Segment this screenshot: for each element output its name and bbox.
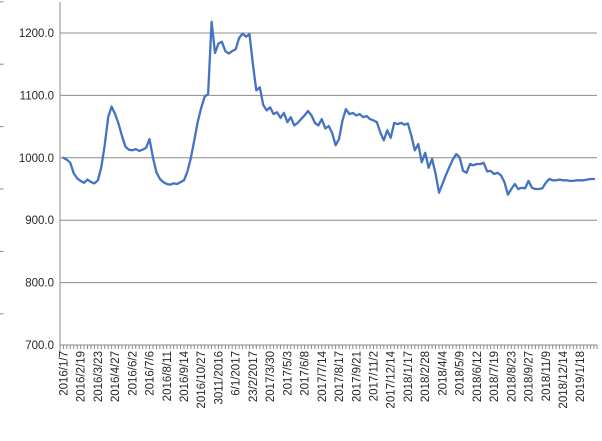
x-axis-label: 2017/3/30 bbox=[265, 351, 277, 402]
x-axis-label: 2018/11/9 bbox=[541, 351, 553, 401]
x-axis-label: 2019/1/18 bbox=[575, 351, 587, 402]
y-axis-label: 800.0 bbox=[25, 278, 54, 290]
x-axis-label: 2018/9/27 bbox=[524, 351, 536, 402]
x-axis-label: 3011/2016 bbox=[213, 351, 225, 405]
x-axis-label: 2016/8/11 bbox=[162, 351, 174, 401]
x-axis-label: 2018/7/19 bbox=[489, 351, 501, 402]
x-axis-label: 2016/7/6 bbox=[145, 351, 157, 396]
x-axis-label: 23/2/2017 bbox=[248, 351, 260, 402]
x-axis-label: 2018/5/9 bbox=[455, 351, 467, 396]
x-axis-label: 2018/2/28 bbox=[420, 351, 432, 402]
y-axis-label: 700.0 bbox=[25, 340, 54, 352]
x-axis-label: 2017/7/14 bbox=[317, 350, 329, 402]
x-axis-label: 2017/11/2 bbox=[368, 351, 380, 401]
x-axis-label: 2016/10/27 bbox=[196, 351, 208, 409]
x-axis-label: 2017/8/17 bbox=[334, 351, 346, 402]
x-axis-label: 2018/1/17 bbox=[403, 351, 415, 402]
x-axis-label: 2017/12/14 bbox=[386, 350, 398, 408]
x-axis-label: 2016/1/7 bbox=[58, 351, 70, 396]
x-axis-label: 2016/4/27 bbox=[110, 351, 122, 402]
x-axis-label: 2016/2/19 bbox=[76, 351, 88, 402]
x-axis-label: 2017/6/8 bbox=[300, 351, 312, 396]
x-axis-label: 2017/5/3 bbox=[282, 351, 294, 396]
y-axis-label: 1000.0 bbox=[19, 153, 54, 165]
y-axis-label: 900.0 bbox=[25, 215, 54, 227]
x-axis-label: 2016/3/23 bbox=[93, 351, 105, 402]
x-axis-label: 2016/6/2 bbox=[127, 351, 139, 396]
data-line-series bbox=[62, 20, 596, 196]
x-axis-label: 2018/6/12 bbox=[472, 351, 484, 402]
x-axis-label: 2018/12/14 bbox=[558, 350, 570, 408]
y-axis-label: 1200.0 bbox=[19, 28, 54, 40]
y-axis-label: 1100.0 bbox=[20, 90, 54, 102]
x-axis-label: 2018/8/23 bbox=[506, 351, 518, 402]
x-axis-label: 6/1/2017 bbox=[231, 351, 243, 396]
x-axis-label: 2018/4/4 bbox=[437, 350, 449, 395]
x-axis-label: 2017/9/21 bbox=[351, 351, 363, 402]
x-axis-label: 2016/9/14 bbox=[179, 350, 191, 402]
